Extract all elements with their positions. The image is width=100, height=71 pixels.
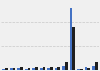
Bar [28, 68, 30, 70]
Bar [84, 67, 87, 70]
Bar [32, 68, 35, 70]
Bar [65, 62, 68, 70]
Bar [25, 69, 28, 70]
Bar [17, 68, 20, 70]
Bar [77, 69, 80, 70]
Bar [92, 66, 95, 70]
Bar [35, 67, 38, 70]
Bar [57, 67, 60, 70]
Bar [50, 67, 53, 70]
Bar [10, 68, 13, 70]
Bar [80, 69, 83, 70]
Bar [87, 68, 90, 70]
Bar [40, 68, 42, 70]
Bar [47, 68, 50, 70]
Bar [5, 68, 8, 70]
Bar [70, 8, 72, 70]
Bar [62, 66, 65, 70]
Bar [42, 67, 45, 70]
Bar [72, 27, 75, 70]
Bar [2, 69, 5, 70]
Bar [95, 62, 98, 70]
Bar [13, 68, 16, 70]
Bar [55, 68, 57, 70]
Bar [20, 67, 23, 70]
